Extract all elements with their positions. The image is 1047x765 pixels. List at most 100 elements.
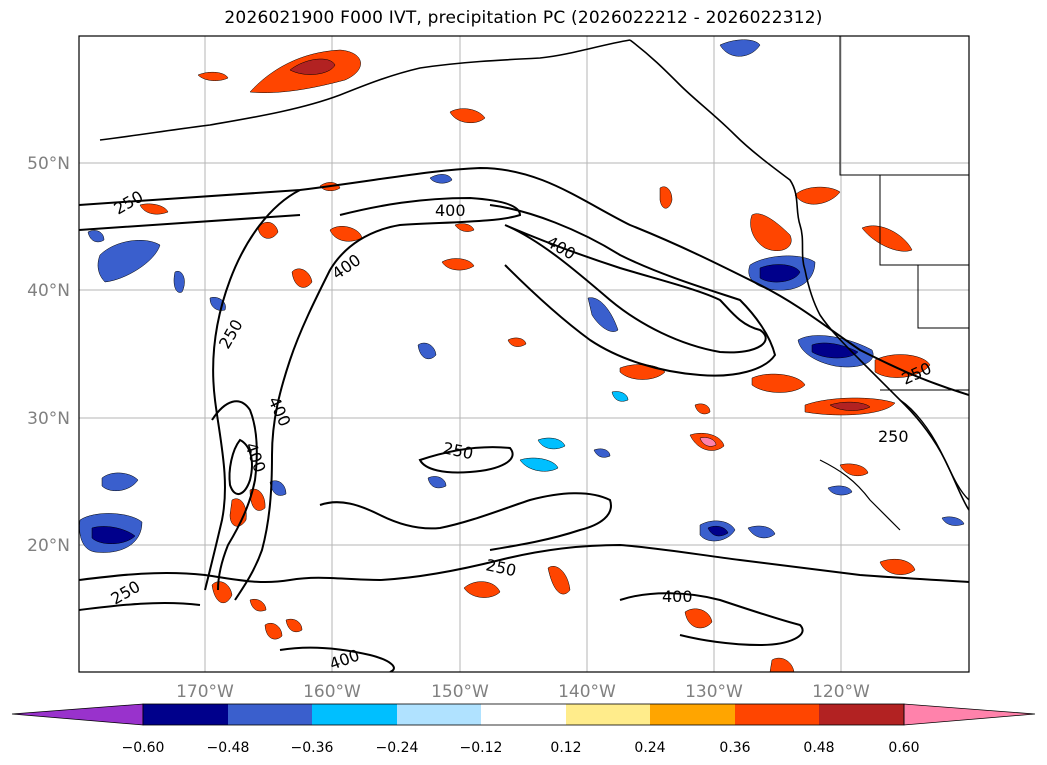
lon-label-150w: 150°W bbox=[431, 682, 489, 702]
precip-blob bbox=[417, 342, 437, 360]
colorbar-outline bbox=[142, 703, 905, 726]
contour-label: 400 bbox=[662, 587, 693, 606]
map-frame bbox=[78, 35, 970, 673]
precip-blob bbox=[811, 342, 859, 359]
coastline-baja bbox=[899, 399, 969, 501]
coastlines bbox=[99, 36, 969, 531]
ivt-contours bbox=[79, 166, 969, 672]
lat-label-50n: 50°N bbox=[27, 154, 70, 174]
contour-250-central bbox=[418, 446, 514, 474]
precip-blob bbox=[694, 403, 711, 415]
precip-shading bbox=[79, 39, 965, 672]
precip-blob bbox=[197, 71, 229, 81]
colorbar-tick: −0.24 bbox=[376, 740, 419, 756]
precip-blob bbox=[879, 559, 916, 575]
precip-blob bbox=[719, 39, 761, 57]
precip-blob bbox=[507, 337, 527, 347]
latitude-labels: 50°N 40°N 30°N 20°N bbox=[27, 154, 70, 556]
precip-blob bbox=[269, 480, 287, 496]
precip-blob bbox=[139, 203, 169, 215]
precip-blob bbox=[759, 264, 801, 283]
precip-blob bbox=[547, 566, 571, 595]
precip-blob bbox=[593, 448, 611, 458]
precip-blob bbox=[249, 488, 266, 511]
precip-blob bbox=[87, 230, 105, 243]
colorbar-tick: −0.48 bbox=[207, 740, 250, 756]
colorbar-extend-low bbox=[11, 703, 144, 726]
precip-blob bbox=[747, 525, 776, 539]
contour-label: 400 bbox=[435, 201, 466, 220]
precip-blob bbox=[264, 622, 283, 640]
colorbar-tick: 0.12 bbox=[550, 740, 581, 756]
colorbar-segment bbox=[566, 704, 650, 725]
map-title: 2026021900 F000 IVT, precipitation PC (2… bbox=[224, 8, 823, 28]
lat-label-20n: 20°N bbox=[27, 536, 70, 556]
precip-blob bbox=[101, 472, 139, 492]
coastline-north-america bbox=[629, 39, 969, 511]
lon-label-170w: 170°W bbox=[176, 682, 234, 702]
lat-label-30n: 30°N bbox=[27, 409, 70, 429]
precip-blob bbox=[427, 476, 447, 489]
contour-250-jet bbox=[489, 204, 777, 377]
colorbar-segment bbox=[143, 704, 228, 725]
contour-250-south bbox=[79, 543, 969, 584]
colorbar: −0.60 −0.48 −0.36 −0.24 −0.12 0.12 0.24 … bbox=[11, 703, 1036, 756]
precip-blob bbox=[537, 437, 566, 450]
contour-250-west-arm bbox=[204, 189, 301, 591]
precip-blob bbox=[249, 599, 267, 612]
lat-label-40n: 40°N bbox=[27, 281, 70, 301]
lon-label-140w: 140°W bbox=[558, 682, 616, 702]
contour-label: 250 bbox=[878, 427, 909, 446]
contour-250-west bbox=[79, 214, 301, 231]
contour-400-ring bbox=[234, 196, 522, 601]
colorbar-segment bbox=[228, 704, 312, 725]
precip-blob bbox=[587, 297, 619, 332]
border-state bbox=[917, 265, 969, 329]
precip-blob-pnw bbox=[750, 213, 792, 251]
precip-blob bbox=[941, 516, 965, 526]
precip-blob-west-neg bbox=[97, 240, 161, 283]
colorbar-segment bbox=[481, 704, 566, 725]
precip-blob bbox=[173, 270, 185, 293]
colorbar-tick: 0.48 bbox=[803, 740, 834, 756]
precip-blob bbox=[751, 373, 806, 393]
longitude-labels: 170°W 160°W 150°W 140°W 130°W 120°W bbox=[176, 682, 870, 702]
precip-blob bbox=[257, 221, 279, 239]
colorbar-ticks: −0.60 −0.48 −0.36 −0.24 −0.12 0.12 0.24 … bbox=[122, 740, 920, 756]
colorbar-tick: 0.24 bbox=[634, 740, 665, 756]
precip-blob bbox=[285, 618, 303, 633]
colorbar-tick: −0.36 bbox=[291, 740, 334, 756]
colorbar-segment bbox=[735, 704, 819, 725]
precip-blob bbox=[291, 268, 313, 288]
colorbar-tick: 0.36 bbox=[719, 740, 750, 756]
precip-blob bbox=[519, 457, 559, 472]
precip-blob bbox=[794, 186, 841, 205]
precip-blob bbox=[707, 525, 729, 537]
colorbar-tick: −0.12 bbox=[460, 740, 503, 756]
colorbar-tick: 0.60 bbox=[888, 740, 919, 756]
contour-400-south bbox=[279, 646, 395, 672]
contour-600-core bbox=[228, 438, 253, 495]
coastline-aleutians-alaska bbox=[99, 39, 631, 141]
colorbar-segment bbox=[650, 704, 735, 725]
contour-400-jet-core bbox=[504, 224, 767, 354]
colorbar-segment bbox=[819, 704, 904, 725]
contour-400-west-loop bbox=[211, 400, 258, 591]
gridlines bbox=[79, 36, 969, 672]
precip-blob bbox=[611, 391, 629, 402]
precip-blob bbox=[463, 581, 501, 598]
precip-blob bbox=[827, 485, 853, 496]
contour-250-south-west bbox=[79, 601, 201, 611]
precip-blob bbox=[861, 225, 913, 252]
precip-blob bbox=[684, 608, 713, 629]
precip-blob bbox=[769, 657, 795, 672]
border-canada-us bbox=[839, 36, 969, 176]
precip-blob bbox=[449, 108, 486, 124]
colorbar-extend-high bbox=[903, 703, 1036, 726]
precip-blob bbox=[441, 258, 475, 271]
precip-blob bbox=[659, 186, 673, 209]
contour-400-southeast bbox=[619, 592, 804, 647]
precip-blob bbox=[874, 354, 931, 378]
precip-blob bbox=[839, 463, 869, 477]
coastline-islands bbox=[819, 459, 901, 531]
